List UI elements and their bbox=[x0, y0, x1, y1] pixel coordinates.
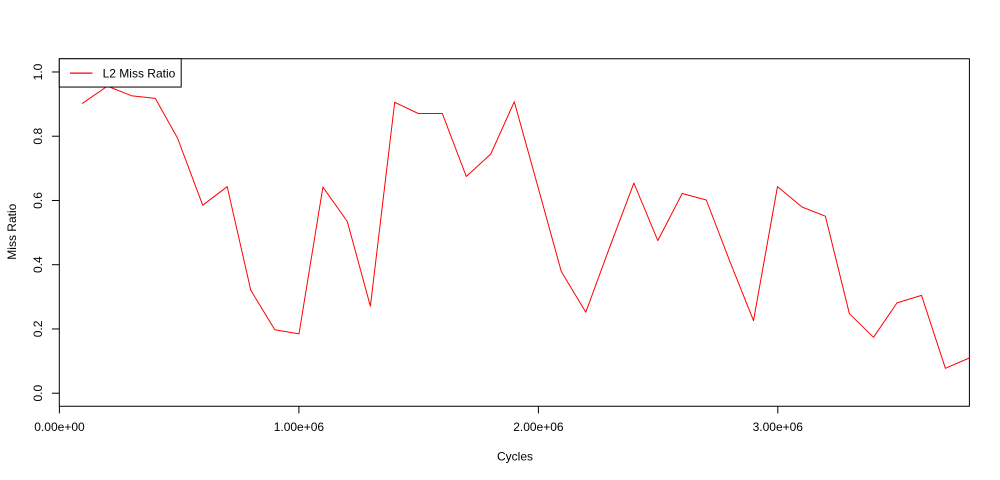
svg-text:3.00e+06: 3.00e+06 bbox=[753, 420, 804, 434]
svg-text:0.2: 0.2 bbox=[31, 320, 45, 337]
svg-text:0.4: 0.4 bbox=[31, 256, 45, 273]
svg-text:0.00e+00: 0.00e+00 bbox=[34, 420, 85, 434]
svg-text:2.00e+06: 2.00e+06 bbox=[513, 420, 564, 434]
svg-text:1.0: 1.0 bbox=[31, 63, 45, 80]
svg-text:0.8: 0.8 bbox=[31, 128, 45, 145]
svg-text:L2 Miss Ratio: L2 Miss Ratio bbox=[103, 67, 176, 81]
svg-text:Cycles: Cycles bbox=[497, 450, 533, 464]
svg-text:0.6: 0.6 bbox=[31, 192, 45, 209]
svg-text:1.00e+06: 1.00e+06 bbox=[274, 420, 325, 434]
svg-text:0.0: 0.0 bbox=[31, 385, 45, 402]
svg-text:Miss Ratio: Miss Ratio bbox=[5, 203, 19, 259]
